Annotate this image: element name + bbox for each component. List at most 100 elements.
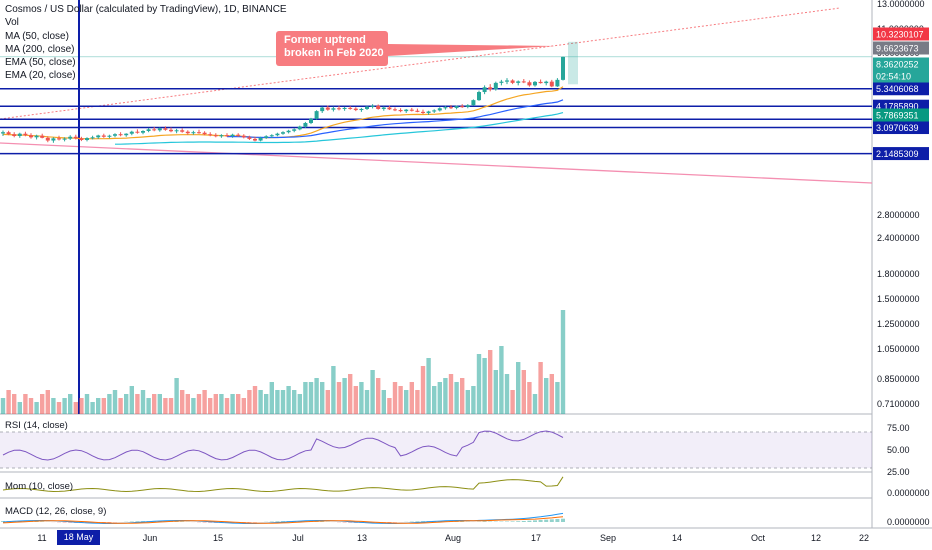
candle-body [12, 134, 17, 136]
sub-axis-tick: 0.0000000 [887, 517, 930, 527]
candle-body [163, 128, 168, 130]
macd-histogram-bar [549, 519, 554, 522]
volume-bar [208, 398, 213, 414]
candle-body [264, 136, 269, 138]
volume-bar [180, 390, 185, 414]
volume-bar [28, 398, 34, 414]
candle-body [124, 133, 129, 136]
volume-bar [303, 382, 308, 414]
candle-body [174, 130, 179, 132]
volume-bar [504, 374, 510, 414]
volume-bar [56, 402, 62, 414]
macd-signal-line [2, 516, 564, 524]
last-price-label-bg [873, 57, 929, 71]
volume-bar [168, 398, 174, 414]
time-axis-tick: 17 [531, 533, 541, 543]
level-label-4-bg [873, 147, 929, 161]
rsi-legend[interactable]: RSI (14, close) [5, 420, 68, 431]
time-axis-tick: 15 [213, 533, 223, 543]
time-axis-tick: 12 [811, 533, 821, 543]
legend-ma200[interactable]: MA (200, close) [5, 43, 75, 55]
macd-histogram-bar [275, 521, 280, 522]
sub-axis-tick: 0.0000000 [887, 488, 930, 498]
candle-body [275, 133, 280, 136]
candle-body [253, 138, 257, 141]
mom-legend[interactable]: Mom (10, close) [5, 481, 74, 492]
legend-ema50[interactable]: EMA (50, close) [5, 57, 76, 69]
price-axis-tick: 2.4000000 [877, 233, 920, 243]
volume-bar [202, 390, 207, 414]
volume-bar [140, 390, 146, 414]
legend-ema20[interactable]: EMA (20, close) [5, 70, 76, 82]
volume-bar [549, 374, 554, 414]
candle-body [561, 56, 565, 80]
candle-body [118, 134, 123, 136]
macd-histogram-bar [544, 519, 549, 522]
volume-bar [320, 382, 325, 414]
volume-bar [376, 378, 381, 414]
volume-bar [219, 394, 224, 414]
candle-body [241, 135, 246, 138]
macd-histogram-bar [68, 522, 73, 523]
volume-bar [460, 378, 465, 414]
annotation-line1: Former uptrend [284, 34, 366, 46]
macd-histogram-bar [281, 521, 285, 522]
candle-body [404, 109, 409, 112]
annotation-line2: broken in Feb 2020 [284, 47, 384, 59]
macd-histogram-bar [533, 520, 537, 522]
volume-bar [325, 390, 330, 414]
volume-bar [420, 366, 426, 414]
legend-vol[interactable]: Vol [5, 17, 19, 29]
candle-body [141, 130, 145, 133]
volume-bar [471, 386, 476, 414]
volume-bar [241, 398, 246, 414]
volume-bar [499, 346, 504, 414]
volume-bar [437, 382, 442, 414]
volume-bar [432, 386, 437, 414]
volume-bar [275, 390, 280, 414]
candle-body [499, 81, 504, 83]
level-label-1: 4.1785890 [876, 102, 919, 112]
volume-bar [493, 370, 498, 414]
volume-bar [163, 398, 168, 414]
macd-histogram-bar [482, 521, 487, 522]
candle-body [96, 135, 101, 138]
candle-body [219, 135, 224, 137]
volume-bar [398, 386, 403, 414]
volume-bar [12, 394, 17, 414]
annotation-callout[interactable]: Former uptrend broken in Feb 2020 [276, 31, 388, 66]
volume-bar [96, 398, 101, 414]
macd-legend[interactable]: MACD (12, 26, close, 9) [5, 506, 107, 517]
volume-bar [236, 394, 241, 414]
candle-body [157, 128, 162, 131]
volume-bar [353, 386, 358, 414]
volume-bar [364, 390, 370, 414]
candle-body [90, 137, 95, 139]
candle-body [23, 133, 28, 136]
candle-body [549, 81, 554, 87]
macd-histogram-bar [415, 521, 420, 522]
candle-body [79, 138, 84, 140]
time-axis-tick: 22 [859, 533, 869, 543]
volume-bar [555, 382, 560, 414]
volume-bar [34, 402, 39, 414]
candle-body [62, 138, 67, 140]
volume-bar [314, 378, 319, 414]
price-axis-tick: 1.8000000 [877, 269, 920, 279]
candle-body [370, 105, 375, 107]
volume-bar [252, 386, 258, 414]
candle-body [292, 129, 297, 131]
volume-bar [124, 394, 129, 414]
candle-body [309, 118, 313, 124]
legend-ma50[interactable]: MA (50, close) [5, 30, 69, 42]
macd-histogram-bar [62, 522, 67, 523]
candle-body [471, 100, 476, 106]
candle-body [180, 130, 185, 132]
macd-histogram-bar [555, 518, 560, 522]
symbol-title[interactable]: Cosmos / US Dollar (calculated by Tradin… [5, 4, 287, 15]
macd-histogram-bar [561, 518, 565, 522]
candle-body [510, 80, 515, 83]
candle-body [482, 87, 487, 93]
sub-axis-tick: 25.00 [887, 467, 910, 477]
